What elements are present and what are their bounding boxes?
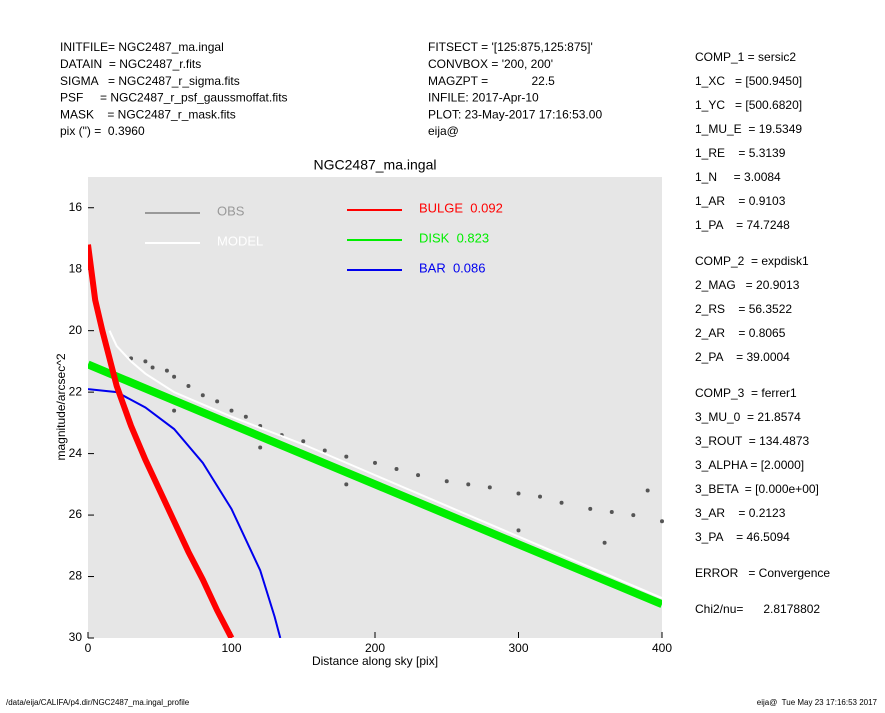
- profile-line: [88, 360, 662, 608]
- header-line: pix (") = 0.3960: [60, 124, 145, 138]
- profile-line: [88, 388, 282, 638]
- obs-point: [186, 383, 191, 388]
- profile-line: [88, 244, 235, 638]
- y-tick-label: 16: [69, 200, 83, 214]
- obs-point: [516, 528, 521, 533]
- header-line: MASK = NGC2487_r_mask.fits: [60, 107, 236, 121]
- param-line: 2_PA = 39.0004: [695, 350, 790, 364]
- param-line: ERROR = Convergence: [695, 566, 830, 580]
- obs-point: [466, 482, 471, 487]
- y-tick-label: 20: [69, 323, 83, 337]
- obs-point: [588, 506, 593, 511]
- param-line: 1_RE = 5.3139: [695, 146, 786, 160]
- param-line: 1_MU_E = 19.5349: [695, 122, 802, 136]
- header-line: DATAIN = NGC2487_r.fits: [60, 57, 201, 71]
- obs-point: [143, 359, 148, 364]
- param-line: 1_PA = 74.7248: [695, 218, 790, 232]
- obs-point: [172, 408, 177, 413]
- param-line: 1_XC = [500.9450]: [695, 74, 802, 88]
- obs-point: [660, 519, 664, 524]
- param-line: 1_N = 3.0084: [695, 170, 781, 184]
- legend-label: DISK 0.823: [419, 230, 489, 245]
- obs-point: [258, 445, 263, 450]
- obs-point: [301, 439, 306, 444]
- obs-point: [538, 494, 543, 499]
- param-line: 1_AR = 0.9103: [695, 194, 786, 208]
- x-tick-label: 300: [508, 641, 528, 655]
- legend-label: OBS: [217, 203, 245, 218]
- legend-label: MODEL: [217, 233, 263, 248]
- x-tick-label: 0: [85, 641, 92, 655]
- header-line: SIGMA = NGC2487_r_sigma.fits: [60, 74, 240, 88]
- param-line: 3_AR = 0.2123: [695, 506, 786, 520]
- param-line: COMP_2 = expdisk1: [695, 254, 809, 268]
- obs-point: [229, 408, 234, 413]
- obs-point: [609, 509, 614, 514]
- param-line: 2_RS = 56.3522: [695, 302, 792, 316]
- header-line: eija@: [428, 124, 459, 138]
- param-line: 2_AR = 0.8065: [695, 326, 786, 340]
- obs-point: [344, 454, 349, 459]
- param-line: 2_MAG = 20.9013: [695, 278, 800, 292]
- obs-point: [243, 414, 248, 419]
- obs-point: [322, 448, 327, 453]
- profile-line: [108, 330, 662, 599]
- param-line: 1_YC = [500.6820]: [695, 98, 802, 112]
- obs-point: [602, 540, 607, 545]
- obs-point: [373, 460, 377, 465]
- y-tick-label: 28: [69, 569, 83, 583]
- y-tick-label: 22: [69, 384, 83, 398]
- x-axis-label: Distance along sky [pix]: [312, 654, 438, 668]
- param-line: 3_BETA = [0.000e+00]: [695, 482, 819, 496]
- obs-point: [215, 399, 220, 404]
- header-line: MAGZPT = 22.5: [428, 74, 555, 88]
- obs-point: [416, 473, 421, 478]
- obs-point: [164, 368, 169, 373]
- param-line: 3_ALPHA = [2.0000]: [695, 458, 804, 472]
- header-line: PLOT: 23-May-2017 17:16:53.00: [428, 107, 602, 121]
- obs-point: [559, 500, 564, 505]
- param-line: 3_PA = 46.5094: [695, 530, 790, 544]
- header-line: INITFILE= NGC2487_ma.ingal: [60, 40, 224, 54]
- y-tick-label: 18: [69, 261, 83, 275]
- y-tick-label: 30: [69, 630, 83, 644]
- y-axis-label: magnitude/arcsec^2: [54, 353, 68, 460]
- obs-point: [150, 365, 155, 370]
- param-line: Chi2/nu= 2.8178802: [695, 602, 820, 616]
- legend-label: BAR 0.086: [419, 260, 486, 275]
- y-tick-label: 24: [69, 446, 83, 460]
- param-line: 3_ROUT = 134.4873: [695, 434, 810, 448]
- param-line: 3_MU_0 = 21.8574: [695, 410, 801, 424]
- obs-point: [200, 393, 205, 398]
- footer-right: eija@ Tue May 23 17:16:53 2017: [757, 698, 878, 707]
- obs-point: [444, 479, 449, 484]
- chart-title: NGC2487_ma.ingal: [314, 157, 437, 173]
- x-tick-label: 200: [365, 641, 385, 655]
- header-line: CONVBOX = '200, 200': [428, 57, 553, 71]
- obs-point: [394, 466, 399, 471]
- param-line: COMP_1 = sersic2: [695, 50, 796, 64]
- obs-point: [516, 491, 521, 496]
- header-line: FITSECT = '[125:875,125:875]': [428, 40, 593, 54]
- footer-left: /data/eija/CALIFA/p4.dir/NGC2487_ma.inga…: [6, 698, 190, 707]
- x-tick-label: 100: [221, 641, 241, 655]
- legend-label: BULGE 0.092: [419, 200, 503, 215]
- obs-point: [172, 374, 177, 379]
- obs-point: [487, 485, 492, 490]
- y-tick-label: 26: [69, 507, 83, 521]
- header-line: PSF = NGC2487_r_psf_gaussmoffat.fits: [60, 91, 288, 105]
- obs-point: [631, 513, 636, 518]
- obs-point: [645, 488, 650, 493]
- x-tick-label: 400: [652, 641, 672, 655]
- param-line: COMP_3 = ferrer1: [695, 386, 797, 400]
- obs-point: [344, 482, 349, 487]
- header-line: INFILE: 2017-Apr-10: [428, 91, 539, 105]
